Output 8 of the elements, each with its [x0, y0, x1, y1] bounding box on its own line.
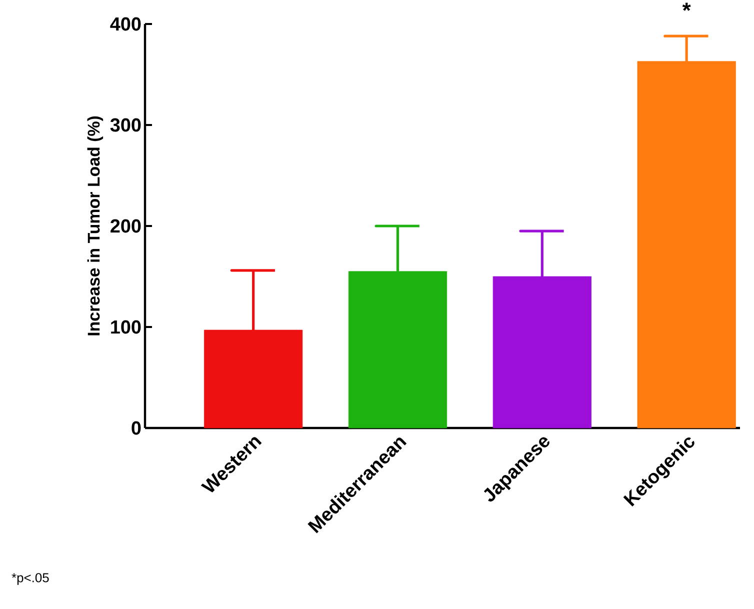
- y-tick-label: 100: [111, 320, 141, 334]
- y-tick-label: 0: [132, 421, 141, 435]
- y-tick-label: 200: [110, 219, 141, 233]
- y-tick-label: 400: [110, 17, 141, 31]
- y-tick-label: 300: [110, 118, 141, 132]
- text: *p<.05: [12, 573, 49, 585]
- text: *: [682, 2, 691, 11]
- y-axis-title: Increase in Tumor Load (%): [87, 116, 104, 336]
